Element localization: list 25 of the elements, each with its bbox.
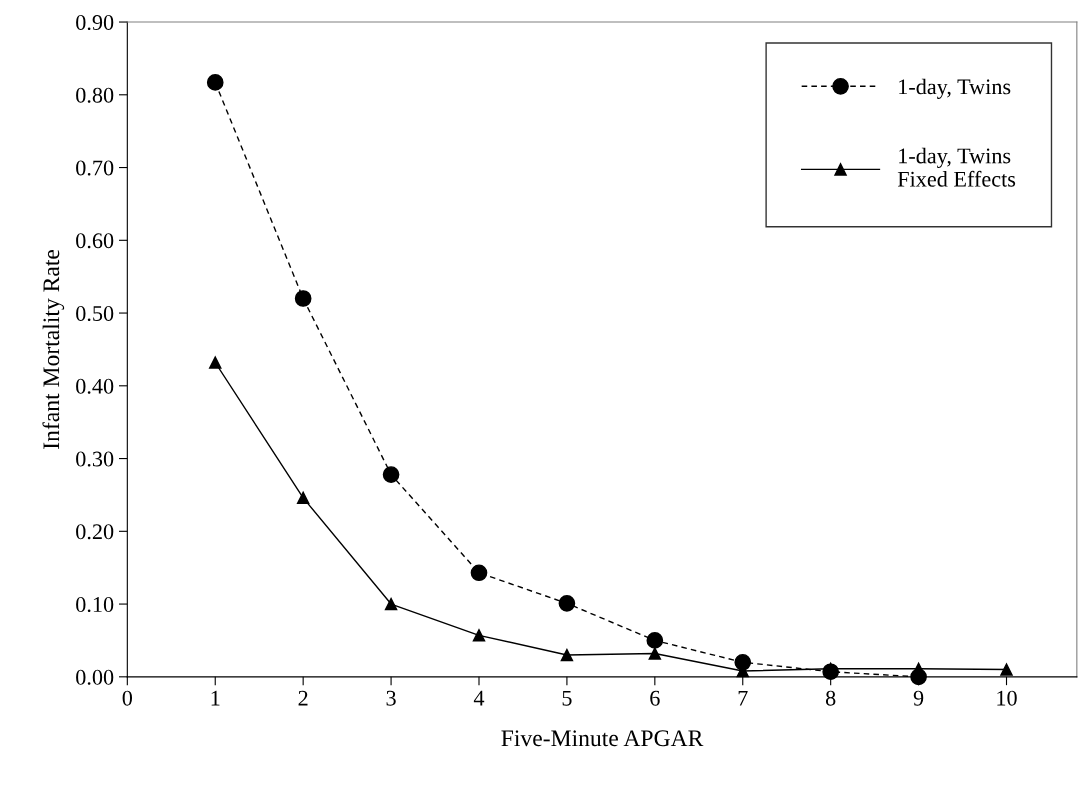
x-tick-label: 4 xyxy=(473,690,485,706)
x-tick-label: 6 xyxy=(650,690,660,706)
legend-label: 1-day, Twins xyxy=(899,78,1011,99)
y-tick-label: 0.40 xyxy=(76,378,114,394)
x-tick-label: 1 xyxy=(211,690,220,706)
x-tick-label: 2 xyxy=(298,690,308,706)
x-tick-label: 10 xyxy=(997,690,1017,706)
y-tick-label: 0.80 xyxy=(76,87,114,103)
y-tick-label: 0.00 xyxy=(76,669,114,685)
y-axis-title: Infant Mortality Rate xyxy=(42,249,65,449)
legend-label: 1-day, Twins Fixed Effects xyxy=(897,147,1016,187)
y-tick-label: 0.70 xyxy=(76,160,114,176)
x-tick-label: 7 xyxy=(738,690,748,706)
x-tick-label: 8 xyxy=(825,690,836,706)
y-tick-label: 0.50 xyxy=(76,305,114,322)
x-tick-label: 5 xyxy=(562,690,572,706)
y-tick-label: 0.20 xyxy=(76,524,114,540)
x-axis-title: Five-Minute APGAR xyxy=(501,730,704,747)
x-tick-label: 3 xyxy=(386,690,396,706)
x-tick-label: 9 xyxy=(913,690,924,706)
y-tick-label: 0.10 xyxy=(76,597,114,613)
x-tick-label: 0 xyxy=(122,690,133,706)
y-tick-label: 0.60 xyxy=(76,233,114,249)
y-tick-label: 0.90 xyxy=(76,14,114,31)
y-tick-label: 0.30 xyxy=(76,451,114,467)
